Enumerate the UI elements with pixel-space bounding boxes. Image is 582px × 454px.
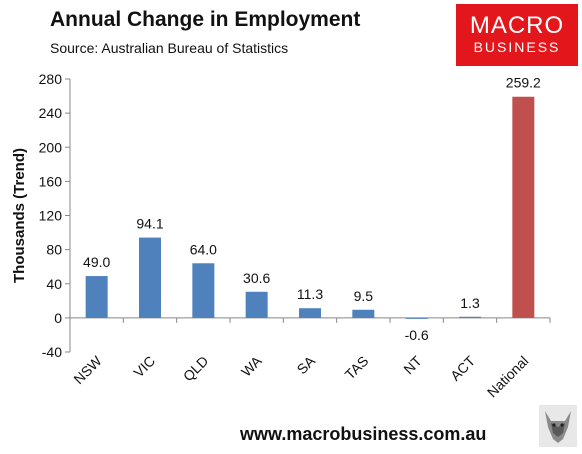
bar-sa xyxy=(299,308,321,318)
y-tick-label: 120 xyxy=(39,208,63,224)
x-tick-label-vic: VIC xyxy=(130,353,158,381)
footer-url: www.macrobusiness.com.au xyxy=(240,424,487,444)
logo-line-1: MACRO xyxy=(469,12,565,39)
data-label-act: 1.3 xyxy=(460,295,480,311)
bar-vic xyxy=(139,237,161,318)
y-tick-label: -40 xyxy=(42,344,62,360)
bar-act xyxy=(459,316,481,318)
chart-source: Source: Australian Bureau of Statistics xyxy=(50,40,289,56)
y-tick-label: 80 xyxy=(46,242,62,258)
y-axis-title: Thousands (Trend) xyxy=(11,148,28,283)
x-tick-label-wa: WA xyxy=(238,352,265,379)
data-label-nsw: 49.0 xyxy=(83,254,110,270)
x-tick-label-tas: TAS xyxy=(342,353,372,383)
x-tick-label-national: National xyxy=(484,353,532,401)
y-tick-label: 200 xyxy=(39,139,63,155)
logo-line-2: BUSINESS xyxy=(473,39,561,55)
macrobusiness-logo: MACRO BUSINESS xyxy=(456,4,578,66)
bar-nsw xyxy=(85,276,108,318)
x-tick-label-sa: SA xyxy=(294,352,319,377)
data-label-qld: 64.0 xyxy=(190,241,217,257)
y-tick-label: 160 xyxy=(39,173,63,189)
bar-nt xyxy=(405,317,428,319)
wolf-mascot-icon xyxy=(539,405,577,447)
bar-wa xyxy=(245,291,268,318)
y-tick-label: 0 xyxy=(54,310,62,326)
data-label-national: 259.2 xyxy=(506,75,541,91)
y-tick-label: 240 xyxy=(39,105,63,121)
y-tick-label: 40 xyxy=(46,276,62,292)
data-label-sa: 11.3 xyxy=(297,286,323,302)
data-label-nt: -0.6 xyxy=(405,327,429,343)
chart-title: Annual Change in Employment xyxy=(50,8,361,31)
data-label-tas: 9.5 xyxy=(354,288,374,304)
data-label-vic: 94.1 xyxy=(136,216,163,232)
x-tick-label-act: ACT xyxy=(447,352,478,383)
x-tick-label-qld: QLD xyxy=(180,353,212,385)
x-tick-label-nt: NT xyxy=(400,352,425,377)
y-tick-label: 280 xyxy=(39,71,63,87)
bar-national xyxy=(512,96,535,318)
bar-tas xyxy=(352,309,375,318)
bar-qld xyxy=(192,263,215,318)
x-tick-label-nsw: NSW xyxy=(70,352,105,387)
data-label-wa: 30.6 xyxy=(243,270,270,286)
